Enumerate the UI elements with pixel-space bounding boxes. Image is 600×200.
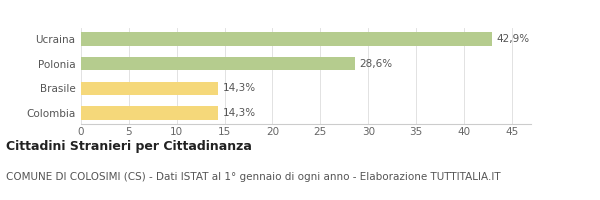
Text: 14,3%: 14,3% xyxy=(223,83,256,93)
Text: 14,3%: 14,3% xyxy=(223,108,256,118)
Bar xyxy=(81,82,218,95)
Text: 28,6%: 28,6% xyxy=(359,59,393,69)
Bar xyxy=(81,32,492,46)
Text: COMUNE DI COLOSIMI (CS) - Dati ISTAT al 1° gennaio di ogni anno - Elaborazione T: COMUNE DI COLOSIMI (CS) - Dati ISTAT al … xyxy=(6,172,500,182)
Bar xyxy=(81,57,355,70)
Text: Cittadini Stranieri per Cittadinanza: Cittadini Stranieri per Cittadinanza xyxy=(6,140,252,153)
Bar xyxy=(81,106,218,120)
Text: 42,9%: 42,9% xyxy=(497,34,530,44)
